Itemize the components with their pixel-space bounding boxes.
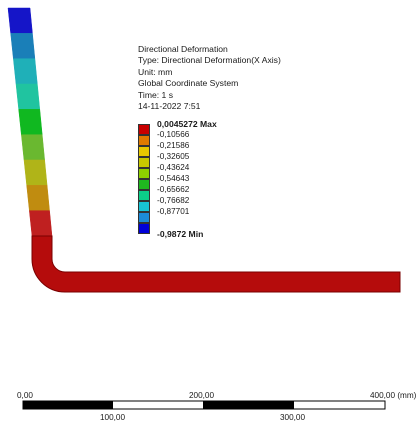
legend-swatch <box>138 146 150 158</box>
legend-value: -0,87701 <box>157 207 190 216</box>
pipe-segment <box>10 33 36 59</box>
legend-max-label: 0,0045272 Max <box>157 119 217 129</box>
legend-swatch <box>138 212 150 224</box>
scale-label-200: 200,00 <box>189 391 215 400</box>
legend-value: -0,32605 <box>157 152 190 161</box>
pipe-segment <box>23 159 48 186</box>
scale-label-300: 300,00 <box>280 413 306 422</box>
result-coordinate-system: Global Coordinate System <box>138 78 239 89</box>
legend-value: -0,76682 <box>157 196 190 205</box>
scale-label-100: 100,00 <box>100 413 126 422</box>
legend-value: -0,10566 <box>157 130 190 139</box>
pipe-segment <box>13 58 38 85</box>
legend-swatch <box>138 168 150 180</box>
scale-label-0: 0,00 <box>17 391 33 400</box>
scale-label-400: 400,00 (mm) <box>370 391 417 400</box>
legend-swatch <box>138 124 150 136</box>
pipe-segment <box>21 134 45 161</box>
legend-swatch <box>138 201 150 213</box>
pipe-segment <box>29 210 53 237</box>
result-date: 14-11-2022 7:51 <box>138 100 201 111</box>
legend-value: -0,54643 <box>157 174 190 183</box>
legend-swatch <box>138 135 150 147</box>
legend-swatch <box>138 190 150 202</box>
legend-value: -0,43624 <box>157 163 190 172</box>
result-time: Time: 1 s <box>138 89 174 100</box>
legend-value: -0,65662 <box>157 185 190 194</box>
pipe-segment <box>18 109 43 135</box>
legend-value: -0,21586 <box>157 141 190 150</box>
pipe-segment <box>26 185 50 211</box>
result-info: Directional Deformation Type: Directiona… <box>138 44 281 112</box>
pipe-bend <box>31 235 401 293</box>
result-title: Directional Deformation <box>138 44 228 54</box>
legend-min-label: -0,9872 Min <box>157 229 204 239</box>
pipe-segment <box>7 7 33 34</box>
legend-swatch <box>138 223 150 235</box>
result-unit: Unit: mm <box>138 66 173 77</box>
pipe-segment <box>15 83 41 110</box>
legend-swatch <box>138 179 150 191</box>
result-type: Type: Directional Deformation(X Axis) <box>138 55 281 66</box>
legend-swatch <box>138 157 150 169</box>
